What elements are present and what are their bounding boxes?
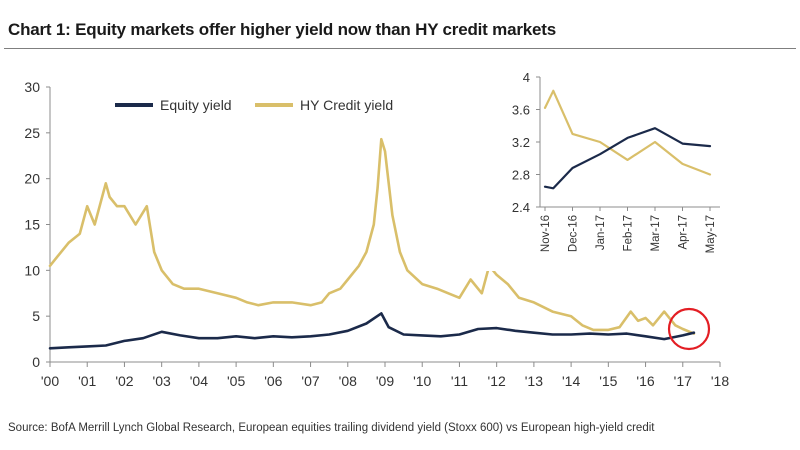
y-tick-label: 15 <box>24 217 40 233</box>
x-tick-label: '10 <box>413 373 431 389</box>
hy-credit-yield-line <box>48 137 696 335</box>
inset-x-tick-label: Jan-17 <box>595 215 607 250</box>
inset-background <box>480 66 730 271</box>
x-tick-label: '14 <box>562 373 580 389</box>
x-tick-label: '15 <box>599 373 617 389</box>
inset-x-tick-label: Dec-16 <box>568 215 580 252</box>
legend-label-hy: HY Credit yield <box>300 97 393 113</box>
x-tick-label: '18 <box>711 373 729 389</box>
x-tick-label: '01 <box>78 373 96 389</box>
legend-label-equity: Equity yield <box>160 97 232 113</box>
x-tick-label: '11 <box>451 373 468 389</box>
equity-yield-line <box>48 312 696 350</box>
chart-title: Chart 1: Equity markets offer higher yie… <box>8 20 556 39</box>
inset-equity-yield-line <box>543 127 712 190</box>
x-tick-label: '00 <box>41 373 59 389</box>
inset-x-tick-label: Nov-16 <box>540 215 552 252</box>
main-axes: 0 5 10 15 20 25 30 '00 '01 '02 '03 '04 '05 '06 '07 '08 '… <box>24 79 729 389</box>
y-tick-label: 10 <box>24 262 40 278</box>
y-tick-label: 25 <box>24 125 40 141</box>
x-tick-label: '17 <box>674 373 692 389</box>
title-divider <box>4 48 796 49</box>
inset-hy-credit-yield-line <box>543 89 712 176</box>
annotation-layer <box>667 307 711 351</box>
inset-x-tick-label: Feb-17 <box>623 215 635 251</box>
inset-x-tick-label: May-17 <box>705 215 717 253</box>
x-tick-label: '07 <box>301 373 319 389</box>
x-tick-label: '05 <box>227 373 245 389</box>
x-tick-label: '04 <box>190 373 208 389</box>
highlight-circle <box>667 307 711 351</box>
y-tick-label: 0 <box>32 354 40 370</box>
x-tick-label: '02 <box>115 373 133 389</box>
y-tick-label: 5 <box>32 308 40 324</box>
main-series <box>48 137 696 350</box>
inset-y-tick-label: 2.8 <box>512 168 530 183</box>
main-legend: Equity yield HY Credit yield <box>115 97 393 113</box>
inset-y-tick-label: 3.6 <box>512 103 530 118</box>
inset-y-tick-label: 2.4 <box>512 200 530 215</box>
source-note: Source: BofA Merrill Lynch Global Resear… <box>8 422 655 434</box>
x-tick-label: '03 <box>153 373 171 389</box>
inset-chart: 2.4 2.8 3.2 3.6 4 Nov-16 Dec-16 Jan-17 Feb-17 Mar… <box>480 66 730 271</box>
y-tick-label: 20 <box>24 171 40 187</box>
inset-y-tick-label: 3.2 <box>512 135 530 150</box>
x-tick-label: '13 <box>525 373 543 389</box>
x-tick-label: '06 <box>264 373 282 389</box>
inset-x-tick-label: Apr-17 <box>678 215 690 250</box>
inset-x-tick-label: Mar-17 <box>650 215 662 251</box>
x-tick-label: '16 <box>636 373 654 389</box>
x-tick-label: '12 <box>488 373 506 389</box>
inset-y-tick-label: 4 <box>523 70 530 85</box>
x-tick-label: '09 <box>376 373 394 389</box>
x-tick-label: '08 <box>339 373 357 389</box>
y-tick-label: 30 <box>24 79 40 95</box>
